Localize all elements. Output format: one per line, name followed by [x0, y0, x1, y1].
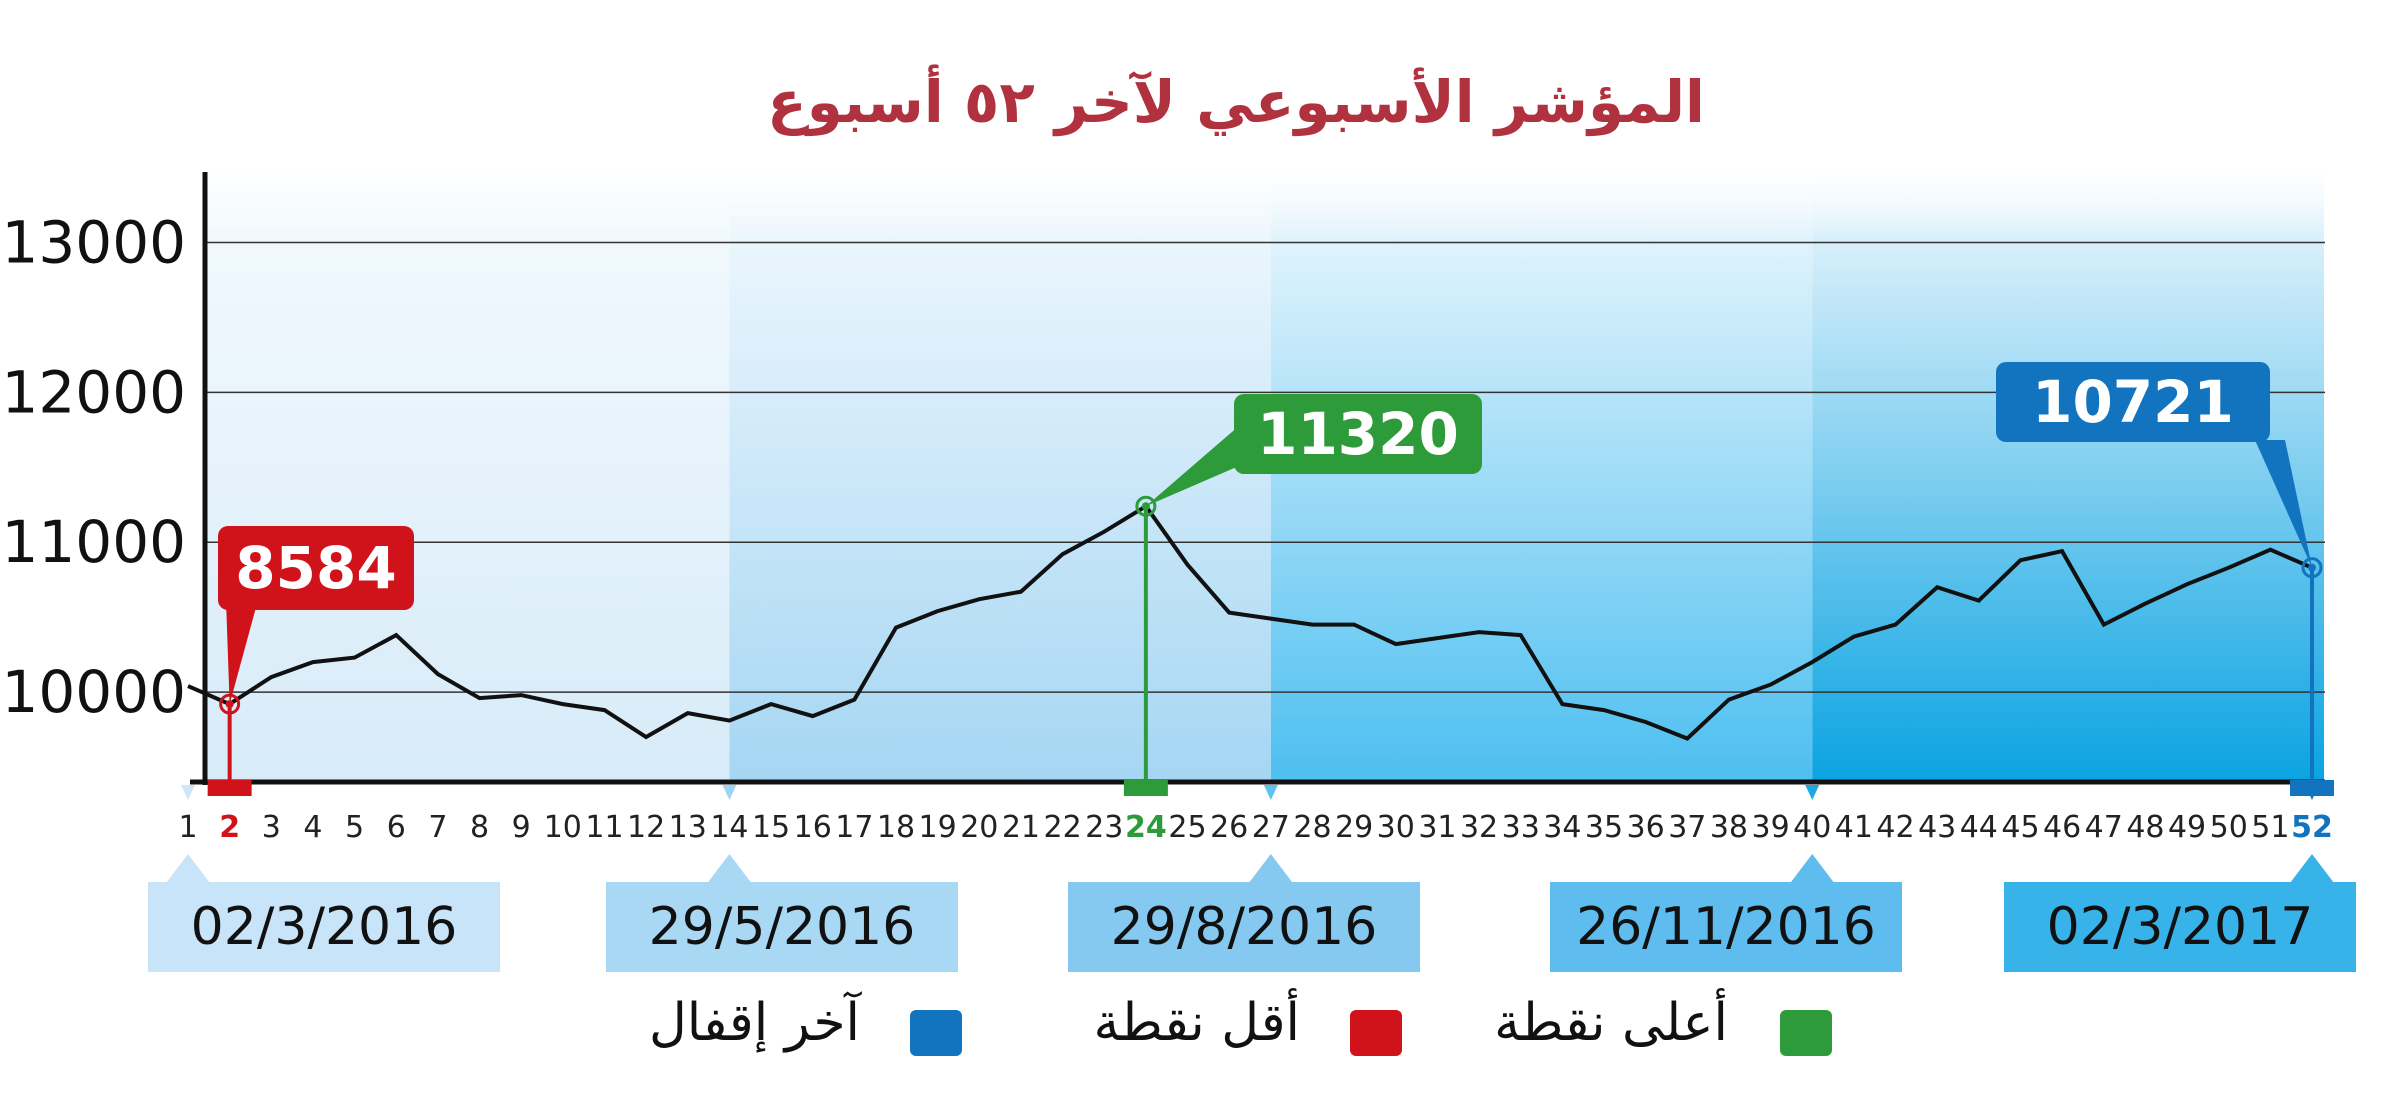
- x-tick-label: 48: [2126, 810, 2164, 845]
- period-tick: [1805, 785, 1820, 800]
- x-tick-label: 35: [1585, 810, 1623, 845]
- x-tick-label: 4: [303, 810, 322, 845]
- x-tick-label: 34: [1543, 810, 1581, 845]
- low-callout-tail: [226, 600, 258, 705]
- low-axis-marker: [207, 780, 252, 796]
- x-tick-label: 38: [1710, 810, 1748, 845]
- legend-swatch-last: [910, 1010, 962, 1056]
- x-tick-label: 24: [1125, 810, 1167, 845]
- x-tick-label: 7: [428, 810, 447, 845]
- y-tick-label: 13000: [1, 208, 186, 276]
- low-callout: [218, 526, 414, 610]
- date-box-pointer: [1790, 854, 1835, 883]
- x-tick-label: 43: [1918, 810, 1956, 845]
- x-tick-label: 40: [1793, 810, 1831, 845]
- x-tick-label: 39: [1751, 810, 1789, 845]
- date-box-label: 26/11/2016: [1576, 897, 1876, 957]
- x-tick-label: 8: [470, 810, 489, 845]
- y-tick-label: 12000: [1, 358, 186, 426]
- x-tick-label: 49: [2168, 810, 2206, 845]
- x-tick-label: 25: [1168, 810, 1206, 845]
- legend-swatch-low: [1350, 1010, 1402, 1056]
- x-tick-label: 31: [1418, 810, 1456, 845]
- x-tick-label: 23: [1085, 810, 1123, 845]
- x-tick-label: 52: [2291, 810, 2333, 845]
- date-box-pointer: [166, 854, 210, 883]
- high-callout-tail: [1145, 425, 1262, 507]
- x-tick-label: 10: [544, 810, 582, 845]
- date-box: [2004, 882, 2356, 972]
- x-tick-label: 16: [794, 810, 832, 845]
- x-tick-label: 9: [512, 810, 531, 845]
- last-callout-value: 10721: [2032, 368, 2234, 436]
- legend-swatch-high: [1780, 1010, 1832, 1056]
- x-tick-label: 50: [2210, 810, 2248, 845]
- date-box-pointer: [707, 854, 752, 883]
- legend-label-last: آخر إقفال: [649, 990, 863, 1053]
- x-tick-label: 47: [2085, 810, 2123, 845]
- high-axis-marker: [1123, 780, 1168, 796]
- period-tick: [2305, 785, 2319, 800]
- low-callout-value: 8584: [235, 534, 396, 602]
- x-tick-label: 32: [1460, 810, 1498, 845]
- date-box: [148, 882, 500, 972]
- x-tick-label: 11: [585, 810, 623, 845]
- high-point: [1135, 495, 1157, 517]
- x-tick-label: 12: [627, 810, 665, 845]
- x-tick-label: 2: [219, 810, 240, 845]
- date-box-label: 02/3/2017: [2047, 897, 2314, 957]
- date-box-pointer: [2290, 854, 2334, 883]
- x-tick-label: 36: [1627, 810, 1665, 845]
- date-box: [606, 882, 958, 972]
- x-tick-label: 33: [1502, 810, 1540, 845]
- x-tick-label: 30: [1377, 810, 1415, 845]
- period-tick: [1263, 785, 1278, 800]
- legend-label-low: أقل نقطة: [1093, 988, 1300, 1053]
- x-tick-label: 14: [710, 810, 748, 845]
- period-tick: [181, 785, 195, 800]
- date-box: [1068, 882, 1420, 972]
- x-tick-label: 19: [919, 810, 957, 845]
- x-tick-label: 29: [1335, 810, 1373, 845]
- x-tick-label: 37: [1668, 810, 1706, 845]
- x-tick-label: 15: [752, 810, 790, 845]
- last-callout-tail: [2255, 440, 2312, 568]
- last-callout: [1996, 362, 2270, 442]
- period-tick: [722, 785, 737, 800]
- date-box-label: 02/3/2016: [191, 897, 458, 957]
- x-tick-label: 41: [1835, 810, 1873, 845]
- x-tick-label: 51: [2251, 810, 2289, 845]
- x-tick-label: 44: [1960, 810, 1998, 845]
- chart-title: المؤشر الأسبوعي لآخر ٥٢ أسبوع: [767, 64, 1705, 137]
- x-tick-label: 3: [262, 810, 281, 845]
- y-tick-label: 11000: [1, 508, 186, 576]
- x-tick-label: 28: [1293, 810, 1331, 845]
- date-box-label: 29/8/2016: [1111, 897, 1378, 957]
- last-point: [2301, 557, 2323, 579]
- x-tick-label: 17: [835, 810, 873, 845]
- x-tick-label: 45: [2001, 810, 2039, 845]
- date-box: [1550, 882, 1902, 972]
- x-tick-label: 6: [387, 810, 406, 845]
- x-tick-label: 22: [1043, 810, 1081, 845]
- x-tick-label: 46: [2043, 810, 2081, 845]
- high-callout: [1234, 394, 1482, 474]
- x-tick-label: 42: [1876, 810, 1914, 845]
- y-tick-label: 10000: [1, 658, 186, 726]
- high-callout-value: 11320: [1257, 400, 1459, 468]
- x-tick-label: 26: [1210, 810, 1248, 845]
- x-tick-label: 20: [960, 810, 998, 845]
- date-box-label: 29/5/2016: [649, 897, 916, 957]
- series-line: [187, 503, 2313, 741]
- x-tick-label: 21: [1002, 810, 1040, 845]
- x-tick-label: 1: [178, 810, 197, 845]
- x-tick-label: 5: [345, 810, 364, 845]
- x-tick-label: 18: [877, 810, 915, 845]
- x-tick-label: 13: [669, 810, 707, 845]
- legend-label-high: أعلى نقطة: [1494, 988, 1728, 1053]
- x-tick-label: 27: [1252, 810, 1290, 845]
- date-box-pointer: [1248, 854, 1293, 883]
